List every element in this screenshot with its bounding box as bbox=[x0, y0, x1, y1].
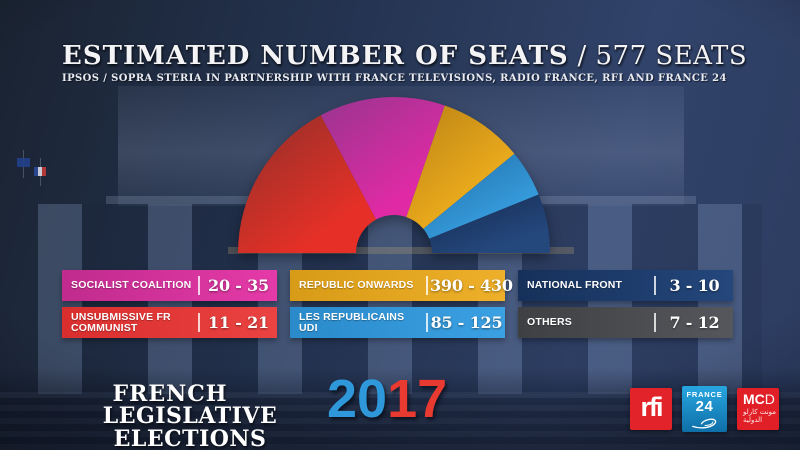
mcd-arabic-line2: الدولية bbox=[743, 416, 763, 424]
hemicycle-segment-les-republicains-udi bbox=[423, 153, 539, 239]
legend-party-label: REPUBLIC ONWARDS bbox=[299, 279, 414, 291]
mcd-arabic-line1: مونت كارلو bbox=[743, 408, 777, 416]
legend-party-label: NATIONAL FRONT bbox=[527, 279, 623, 291]
hemicycle-segment-republic-onwards bbox=[406, 105, 515, 229]
legend-party-label: SOCIALIST COALITION bbox=[71, 279, 192, 291]
legend-seat-range: 20 - 35 bbox=[208, 276, 269, 295]
legend-party-label: OTHERS bbox=[527, 316, 572, 328]
logo-rfi: rfi bbox=[630, 388, 672, 430]
rfi-wordmark: rfi bbox=[640, 392, 664, 422]
legend-seat-range: 11 - 21 bbox=[208, 313, 269, 332]
show-title-line1: FRENCH bbox=[112, 381, 228, 407]
year-red-digits: 17 bbox=[387, 369, 448, 429]
year-2017: 2017 bbox=[327, 370, 447, 428]
logo-france24: FRANCE 24 bbox=[682, 386, 727, 432]
mcd-mc: MC bbox=[743, 391, 765, 407]
show-title-line2: LEGISLATIVE ELECTIONS bbox=[102, 403, 278, 450]
mcd-d: D bbox=[764, 391, 775, 407]
year-blue-digits: 20 bbox=[327, 369, 388, 429]
france24-swirl-icon bbox=[691, 418, 716, 429]
title-main: ESTIMATED NUMBER OF SEATS bbox=[62, 41, 569, 71]
pollster-credit: IPSOS / SOPRA STERIA IN PARTNERSHIP WITH… bbox=[62, 73, 727, 84]
legend-seat-range: 3 - 10 bbox=[669, 276, 720, 295]
legend-item-socialist-coalition: SOCIALIST COALITION 20 - 35 bbox=[62, 270, 277, 301]
legend-divider bbox=[198, 313, 200, 332]
show-title: FRENCH LEGISLATIVE ELECTIONS bbox=[56, 383, 324, 450]
title-total-seats: / 577 SEATS bbox=[568, 41, 748, 71]
page-title: ESTIMATED NUMBER OF SEATS / 577 SEATS bbox=[62, 42, 747, 70]
legend-item-others: OTHERS 7 - 12 bbox=[518, 307, 733, 338]
hemicycle-chart bbox=[238, 96, 550, 253]
legend-party-label: LES REPUBLICAINS UDI bbox=[299, 310, 405, 334]
france24-number: 24 bbox=[695, 398, 714, 415]
france24-wordmark: FRANCE bbox=[686, 390, 723, 399]
legend-divider bbox=[426, 276, 428, 295]
hemicycle-segment-socialist-coalition bbox=[320, 96, 445, 220]
legend-item-republic-onwards: REPUBLIC ONWARDS 390 - 430 bbox=[290, 270, 513, 301]
legend-divider bbox=[654, 276, 656, 295]
legend-divider bbox=[426, 313, 428, 332]
hemicycle-segment-unsubmissive-fr-communist bbox=[238, 115, 377, 253]
legend-divider bbox=[654, 313, 656, 332]
mcd-wordmark: MCD bbox=[743, 391, 779, 407]
legend-item-les-republicains-udi: LES REPUBLICAINS UDI 85 - 125 bbox=[290, 307, 505, 338]
legend-item-national-front: NATIONAL FRONT 3 - 10 bbox=[518, 270, 733, 301]
legend-party-label: UNSUBMISSIVE FR COMMUNIST bbox=[71, 310, 171, 334]
legend-divider bbox=[198, 276, 200, 295]
legend-seat-range: 7 - 12 bbox=[669, 313, 720, 332]
logo-mcd: MCD مونت كارلو الدولية bbox=[737, 388, 779, 430]
legend-seat-range: 390 - 430 bbox=[430, 276, 513, 295]
legend-grid: SOCIALIST COALITION 20 - 35 UNSUBMISSIVE F… bbox=[62, 270, 733, 338]
legend-item-unsubmissive-fr-communist: UNSUBMISSIVE FR COMMUNIST 11 - 21 bbox=[62, 307, 277, 338]
header: ESTIMATED NUMBER OF SEATS / 577 SEATS IP… bbox=[62, 42, 747, 84]
hemicycle-segment-national-front bbox=[429, 194, 550, 253]
legend-seat-range: 85 - 125 bbox=[430, 313, 503, 332]
mcd-arabic-name: مونت كارلو الدولية bbox=[743, 408, 779, 424]
